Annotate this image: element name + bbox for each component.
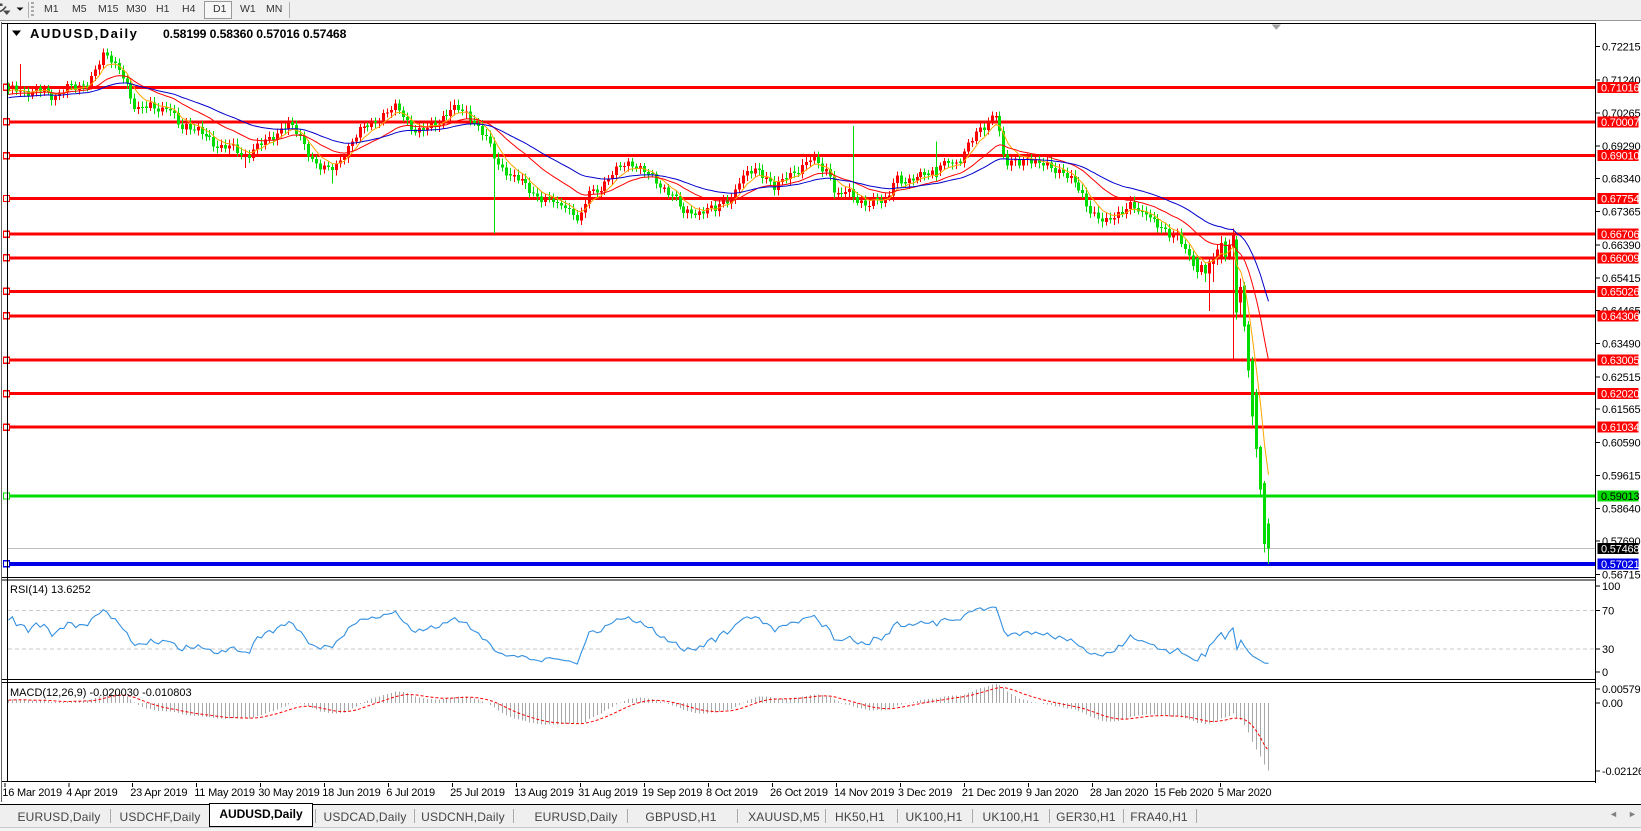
svg-text:0.66706: 0.66706 — [1601, 229, 1639, 241]
svg-text:4 Apr 2019: 4 Apr 2019 — [66, 787, 117, 799]
svg-text:23 Apr 2019: 23 Apr 2019 — [130, 787, 187, 799]
svg-text:0.58640: 0.58640 — [1602, 504, 1640, 516]
svg-text:0.57021: 0.57021 — [1601, 559, 1639, 571]
svg-text:0.60590: 0.60590 — [1602, 437, 1640, 449]
svg-text:0.69010: 0.69010 — [1601, 151, 1639, 163]
svg-text:0.72215: 0.72215 — [1602, 42, 1640, 54]
svg-text:21 Dec 2019: 21 Dec 2019 — [962, 787, 1022, 799]
svg-text:0.00: 0.00 — [1602, 698, 1623, 710]
svg-text:0.65026: 0.65026 — [1601, 286, 1639, 298]
svg-text:15 Feb 2020: 15 Feb 2020 — [1154, 787, 1214, 799]
svg-text:16 Mar 2019: 16 Mar 2019 — [2, 787, 62, 799]
svg-text:8 Oct 2019: 8 Oct 2019 — [706, 787, 758, 799]
svg-text:0: 0 — [1602, 667, 1608, 679]
svg-text:0.65415: 0.65415 — [1602, 273, 1640, 285]
svg-text:0.63005: 0.63005 — [1601, 355, 1639, 367]
svg-text:0.59013: 0.59013 — [1601, 491, 1639, 503]
svg-text:3 Dec 2019: 3 Dec 2019 — [898, 787, 952, 799]
svg-text:0.68340: 0.68340 — [1602, 174, 1640, 186]
svg-text:19 Sep 2019: 19 Sep 2019 — [642, 787, 702, 799]
svg-text:0.59615: 0.59615 — [1602, 471, 1640, 483]
svg-text:0.56715: 0.56715 — [1602, 569, 1640, 581]
svg-text:0.71016: 0.71016 — [1601, 82, 1639, 94]
svg-text:0.58199 0.58360 0.57016 0.5746: 0.58199 0.58360 0.57016 0.57468 — [163, 27, 347, 41]
svg-text:0.67365: 0.67365 — [1602, 207, 1640, 219]
svg-text:0.61565: 0.61565 — [1602, 404, 1640, 416]
svg-text:30: 30 — [1602, 644, 1614, 656]
svg-text:28 Jan 2020: 28 Jan 2020 — [1090, 787, 1148, 799]
svg-text:0.66009: 0.66009 — [1601, 253, 1639, 265]
svg-text:14 Nov 2019: 14 Nov 2019 — [834, 787, 894, 799]
svg-text:0.70007: 0.70007 — [1601, 117, 1639, 129]
svg-text:0.61034: 0.61034 — [1601, 422, 1639, 434]
svg-text:100: 100 — [1602, 581, 1620, 593]
svg-text:0.62020: 0.62020 — [1601, 389, 1639, 401]
svg-text:25 Jul 2019: 25 Jul 2019 — [450, 787, 505, 799]
svg-text:AUDUSD,Daily: AUDUSD,Daily — [30, 26, 138, 41]
svg-text:0.63490: 0.63490 — [1602, 339, 1640, 351]
svg-text:0.62515: 0.62515 — [1602, 372, 1640, 384]
svg-text:0.57468: 0.57468 — [1601, 544, 1639, 556]
svg-text:0.005795: 0.005795 — [1602, 684, 1641, 696]
svg-text:30 May 2019: 30 May 2019 — [258, 787, 319, 799]
svg-text:0.66390: 0.66390 — [1602, 240, 1640, 252]
svg-text:31 Aug 2019: 31 Aug 2019 — [578, 787, 638, 799]
svg-text:9 Jan 2020: 9 Jan 2020 — [1026, 787, 1079, 799]
svg-text:6 Jul 2019: 6 Jul 2019 — [386, 787, 435, 799]
svg-text:RSI(14) 13.6252: RSI(14) 13.6252 — [10, 584, 91, 596]
svg-text:0.64306: 0.64306 — [1601, 311, 1639, 323]
svg-text:18 Jun 2019: 18 Jun 2019 — [322, 787, 380, 799]
svg-text:70: 70 — [1602, 606, 1614, 618]
svg-text:13 Aug 2019: 13 Aug 2019 — [514, 787, 574, 799]
svg-text:26 Oct 2019: 26 Oct 2019 — [770, 787, 828, 799]
svg-text:0.67754: 0.67754 — [1601, 194, 1639, 206]
svg-text:5 Mar 2020: 5 Mar 2020 — [1218, 787, 1272, 799]
svg-text:MACD(12,26,9) -0.020030 -0.010: MACD(12,26,9) -0.020030 -0.010803 — [10, 687, 192, 699]
svg-text:11 May 2019: 11 May 2019 — [194, 787, 255, 799]
svg-text:-0.02126: -0.02126 — [1602, 766, 1641, 778]
